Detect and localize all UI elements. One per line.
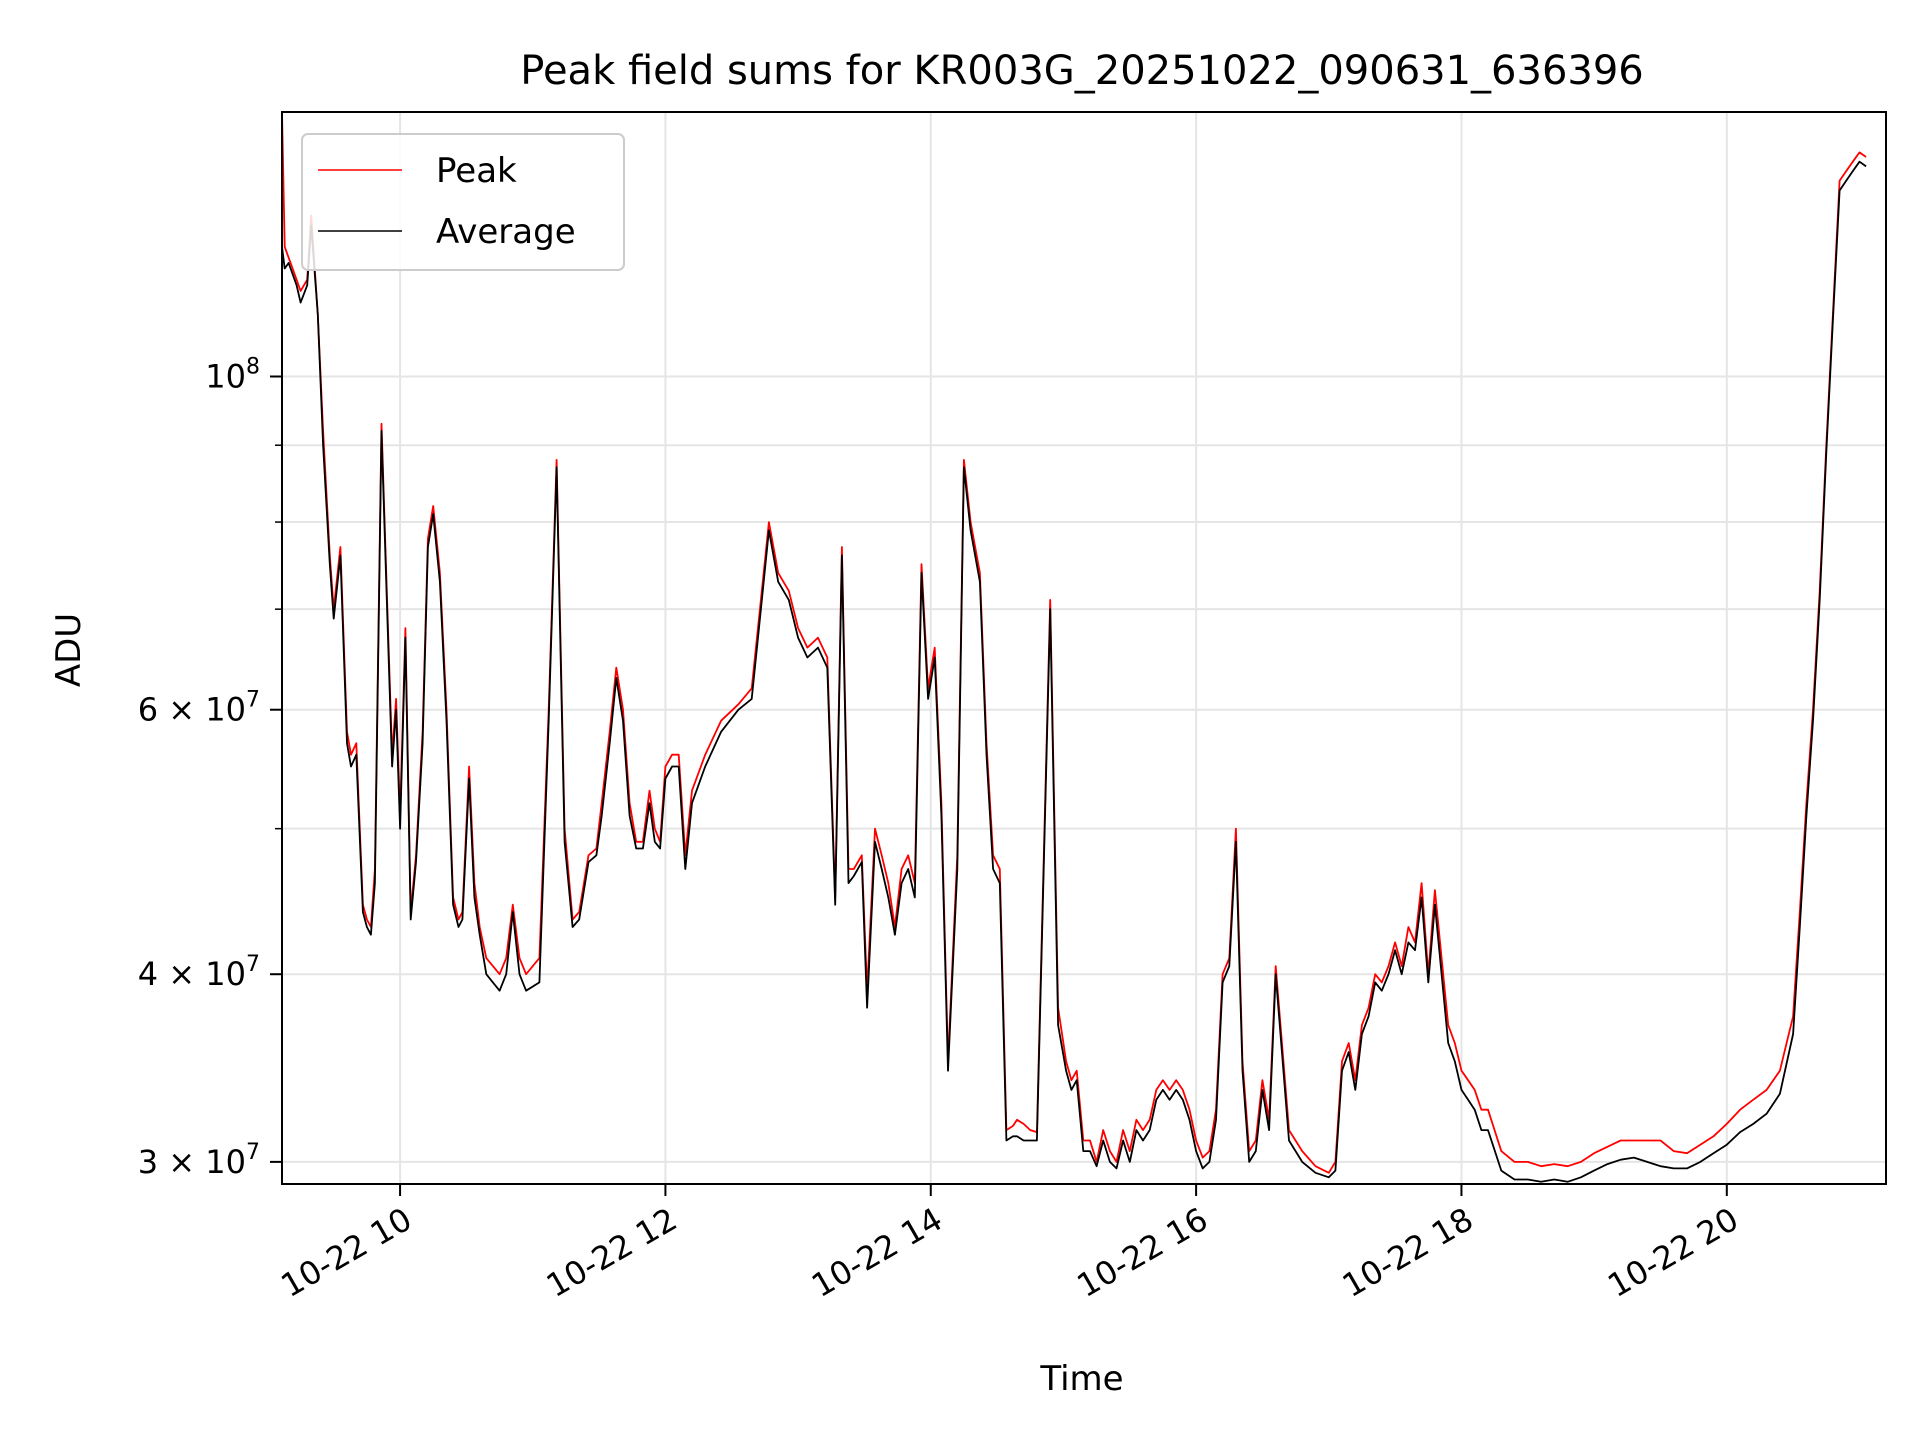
y-tick-label: 108 (205, 354, 260, 395)
legend: Peak Average (301, 133, 625, 271)
legend-label-average: Average (436, 212, 576, 252)
chart-title: Peak field sums for KR003G_20251022_0906… (520, 48, 1644, 94)
x-axis-label: Time (1039, 1359, 1123, 1399)
plot-frame (281, 111, 1887, 1185)
y-tick-label: 6 × 107 (138, 688, 260, 729)
y-tick-label: 3 × 107 (138, 1140, 260, 1181)
legend-box (301, 133, 625, 271)
y-axis-label: ADU (49, 613, 89, 687)
series-line-average (282, 160, 1867, 1183)
series-layer (282, 112, 1867, 1183)
legend-label-peak: Peak (436, 151, 517, 191)
y-tick-label: 4 × 107 (138, 952, 260, 993)
